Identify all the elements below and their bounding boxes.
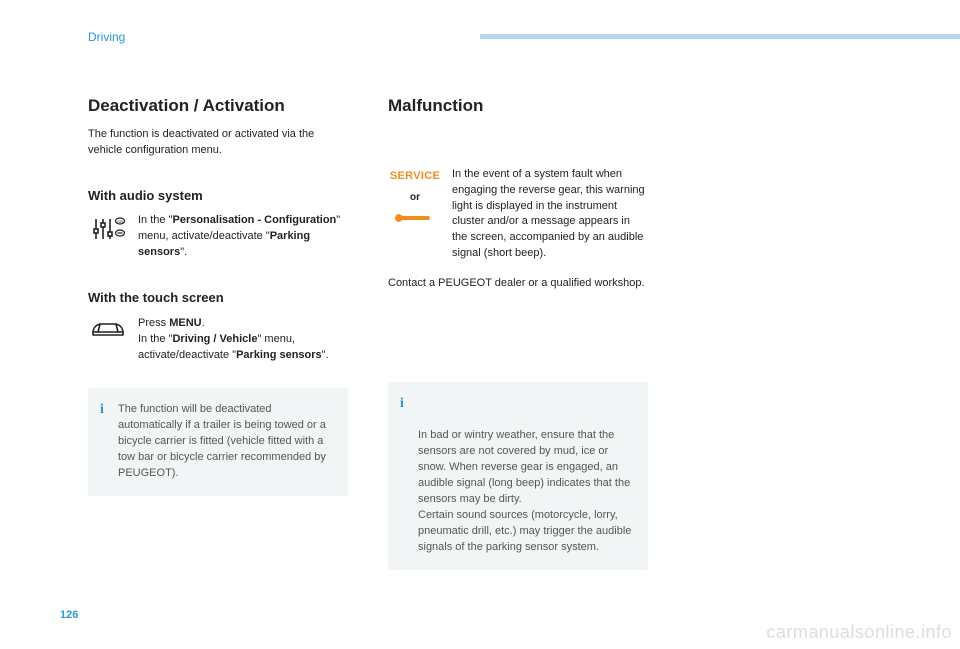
- wrench-icon: [393, 211, 437, 225]
- top-accent-bar: [480, 34, 960, 39]
- right-note: i In bad or wintry weather, ensure that …: [388, 382, 648, 569]
- spacer: [388, 127, 648, 167]
- content-columns: Deactivation / Activation The function i…: [88, 94, 900, 570]
- touch-text: Press MENU. In the "Driving / Vehicle" m…: [138, 316, 348, 364]
- sliders-icon: GB: [91, 215, 125, 243]
- svg-text:GB: GB: [117, 219, 123, 224]
- touch-block: Press MENU. In the "Driving / Vehicle" m…: [88, 316, 348, 364]
- left-intro: The function is deactivated or activated…: [88, 127, 348, 159]
- audio-text: In the "Personalisation - Configuration"…: [138, 213, 348, 261]
- malfunction-icons: SERVICE or: [388, 167, 442, 263]
- touch-heading: With the touch screen: [88, 289, 348, 308]
- audio-heading: With audio system: [88, 187, 348, 206]
- left-column: Deactivation / Activation The function i…: [88, 94, 348, 570]
- audio-icon: GB: [88, 213, 128, 261]
- info-icon: i: [400, 394, 404, 414]
- right-note-text: In bad or wintry weather, ensure that th…: [418, 429, 631, 553]
- contact-text: Contact a PEUGEOT dealer or a qualified …: [388, 276, 648, 292]
- left-note-text: The function will be deactivated automat…: [118, 403, 326, 479]
- watermark: carmanualsonline.info: [766, 622, 952, 643]
- info-icon: i: [100, 400, 104, 420]
- malfunction-block: SERVICE or In the event of a system faul…: [388, 167, 648, 263]
- page-root: Driving Deactivation / Activation The fu…: [0, 0, 960, 649]
- audio-block: GB In the "Personalisation - Configurati…: [88, 213, 348, 261]
- left-title: Deactivation / Activation: [88, 94, 348, 119]
- page-number: 126: [60, 609, 78, 621]
- service-icon: SERVICE: [390, 169, 440, 185]
- left-note: i The function will be deactivated autom…: [88, 388, 348, 496]
- right-title: Malfunction: [388, 94, 648, 119]
- or-label: or: [410, 191, 420, 206]
- touch-icon: [88, 316, 128, 364]
- right-column: Malfunction SERVICE or In the event of a…: [388, 94, 648, 570]
- fault-text: In the event of a system fault when enga…: [452, 167, 648, 263]
- car-icon: [90, 318, 126, 340]
